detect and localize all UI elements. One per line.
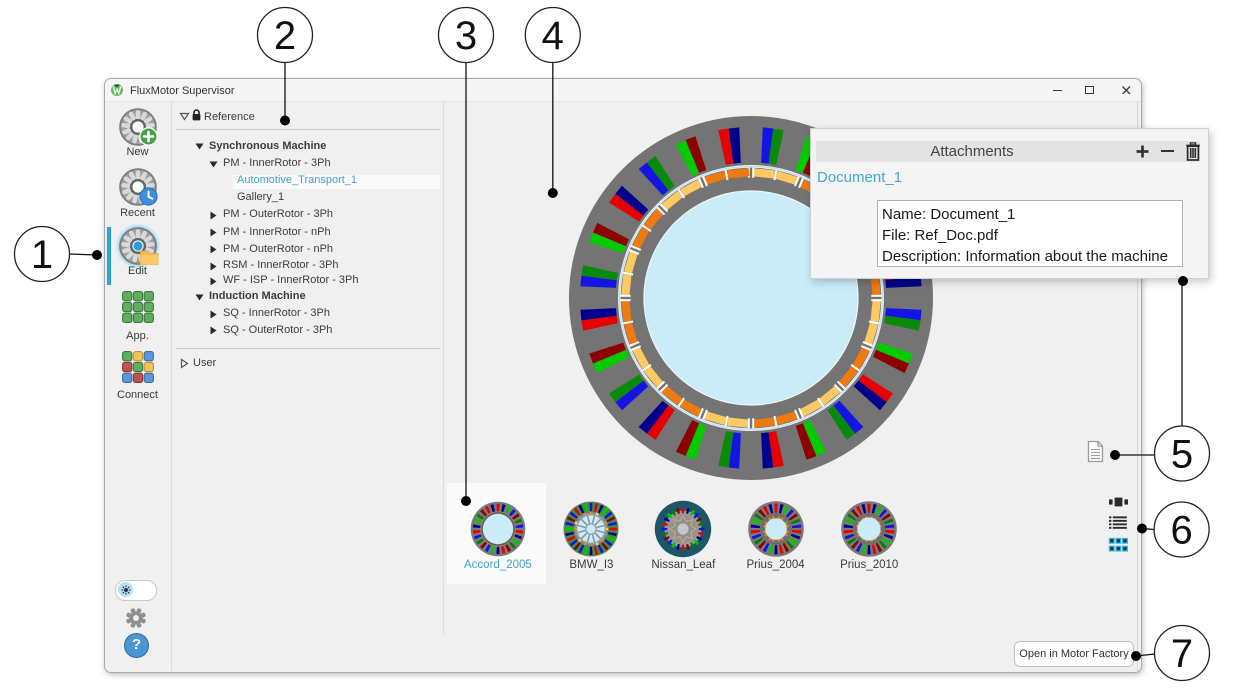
svg-text:3: 3: [455, 14, 477, 58]
svg-text:5: 5: [1171, 433, 1193, 477]
svg-text:1: 1: [31, 233, 53, 277]
svg-text:6: 6: [1170, 509, 1192, 553]
svg-text:2: 2: [274, 14, 296, 58]
svg-text:4: 4: [542, 14, 564, 58]
svg-text:7: 7: [1171, 632, 1193, 676]
